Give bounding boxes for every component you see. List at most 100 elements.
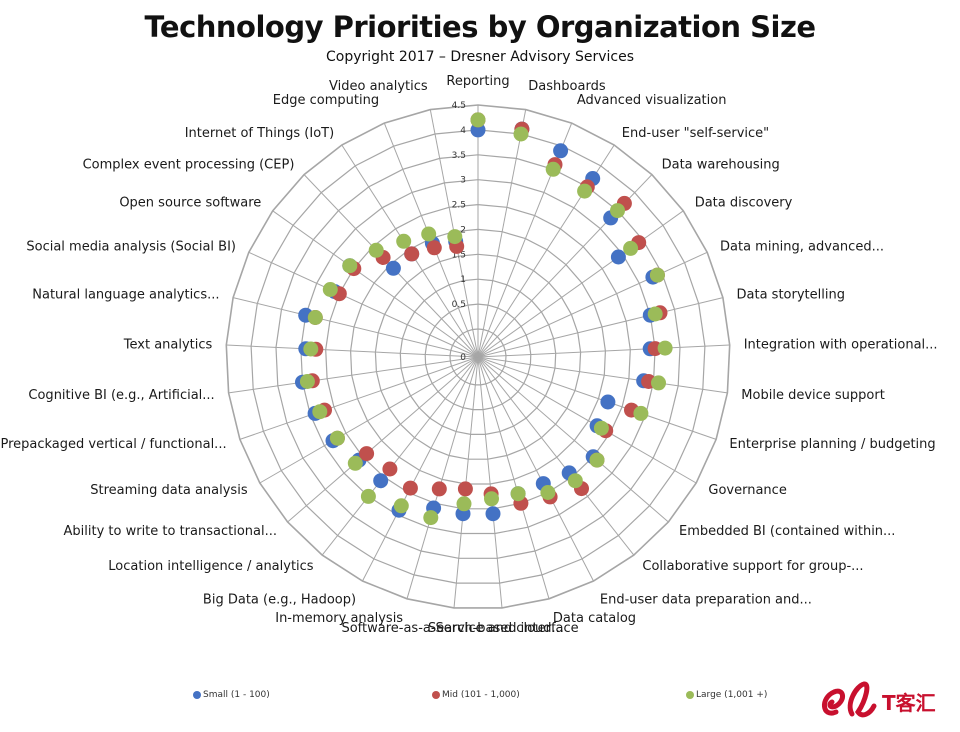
category-label: Embedded BI (contained within... xyxy=(679,524,895,539)
data-point-series-2-cat-28 xyxy=(342,258,358,274)
category-label: Big Data (e.g., Hadoop) xyxy=(203,592,356,607)
grid-ring-8 xyxy=(250,129,706,584)
grid-ring-3 xyxy=(374,253,582,460)
tick-label: 3.5 xyxy=(452,151,466,161)
data-point-series-2-cat-9 xyxy=(651,375,666,391)
data-point-series-2-cat-5 xyxy=(623,240,639,256)
grid-ring-1 xyxy=(424,303,532,411)
category-label: Video analytics xyxy=(329,79,428,94)
data-point-series-2-cat-30 xyxy=(396,233,412,249)
data-point-series-2-cat-29 xyxy=(368,242,384,258)
grid-spoke-9 xyxy=(477,356,728,394)
tick-label: 1.5 xyxy=(452,250,466,260)
data-point-series-1-cat-17 xyxy=(457,481,473,497)
category-label: Advanced visualization xyxy=(577,93,727,108)
grid-ring-4 xyxy=(349,228,607,485)
category-label: Software-as-a-Service and cloud... xyxy=(341,621,563,636)
tick-label: 0 xyxy=(460,353,466,363)
legend-label: Small (1 - 100) xyxy=(203,690,270,700)
category-label: Data discovery xyxy=(695,196,793,211)
category-label: Streaming data analysis xyxy=(90,483,248,498)
watermark-logo: T客汇 xyxy=(822,681,936,718)
data-point-series-2-cat-19 xyxy=(393,498,409,514)
grid-spoke-8 xyxy=(477,344,730,358)
category-label: Cognitive BI (e.g., Artificial... xyxy=(28,388,214,403)
grid-spoke-24 xyxy=(228,356,479,394)
category-label: Social media analysis (Social BI) xyxy=(26,240,236,255)
tick-label: 4 xyxy=(460,126,466,136)
grid-spoke-16 xyxy=(477,356,503,608)
category-label: Open source software xyxy=(119,196,261,211)
data-point-series-1-cat-18 xyxy=(431,481,447,497)
grid-spoke-18 xyxy=(406,356,479,599)
tick-label: 4.5 xyxy=(452,101,466,111)
category-label: Collaborative support for group-... xyxy=(642,559,863,574)
legend-dot-icon xyxy=(432,691,440,699)
data-point-series-2-cat-15 xyxy=(510,486,526,502)
logo-text: T客汇 xyxy=(882,691,936,715)
data-point-series-2-cat-22 xyxy=(329,430,345,446)
data-point-series-1-cat-21 xyxy=(359,446,375,462)
category-label: Location intelligence / analytics xyxy=(108,559,314,574)
category-label: Reporting xyxy=(446,74,509,89)
data-point-series-2-cat-0 xyxy=(470,112,486,128)
legend-dot-icon xyxy=(193,691,201,699)
logo-swirl-1 xyxy=(822,688,845,716)
data-point-series-1-cat-20 xyxy=(382,461,398,477)
category-label: Natural language analytics... xyxy=(32,287,219,302)
tick-label: 2.5 xyxy=(452,201,466,211)
legend-item: Large (1,001 +) xyxy=(686,690,767,700)
data-point-series-2-cat-23 xyxy=(312,404,328,420)
data-point-series-2-cat-13 xyxy=(567,473,583,489)
grid-spoke-10 xyxy=(477,356,717,440)
category-label: Complex event processing (CEP) xyxy=(83,158,295,173)
data-point-series-2-cat-31 xyxy=(421,226,437,242)
data-point-series-2-cat-20 xyxy=(360,488,376,504)
legend-dot-icon xyxy=(686,691,694,699)
grid-spoke-14 xyxy=(477,356,594,582)
tick-label: 2 xyxy=(460,225,466,235)
category-label: Prepackaged vertical / functional... xyxy=(0,437,226,452)
data-point-series-2-cat-16 xyxy=(484,491,499,507)
data-point-series-2-cat-21 xyxy=(347,455,363,471)
grid-spoke-27 xyxy=(248,251,479,358)
data-point-series-0-cat-2 xyxy=(553,143,569,159)
category-label: Mobile device support xyxy=(741,388,885,403)
legend-label: Large (1,001 +) xyxy=(696,690,768,700)
data-point-series-2-cat-10 xyxy=(633,405,649,421)
grid-spoke-26 xyxy=(232,297,479,358)
data-point-series-2-cat-2 xyxy=(545,161,561,177)
category-label: Dashboards xyxy=(528,79,606,94)
data-point-series-2-cat-18 xyxy=(423,510,439,526)
grid-spoke-6 xyxy=(477,251,708,358)
category-label: Internet of Things (IoT) xyxy=(185,126,334,141)
tick-label: 1 xyxy=(460,275,466,285)
category-label: Integration with operational... xyxy=(744,337,938,352)
grid-ring-2 xyxy=(399,278,557,435)
category-label: In-memory analysis xyxy=(275,611,403,626)
category-label: Ability to write to transactional... xyxy=(64,524,278,539)
grid-spoke-25 xyxy=(226,344,479,358)
data-points xyxy=(295,112,673,526)
category-label: Data mining, advanced... xyxy=(720,240,884,255)
grid-ring-0 xyxy=(449,328,507,386)
legend-label: Mid (101 - 1,000) xyxy=(442,690,520,700)
data-point-series-2-cat-26 xyxy=(307,310,323,325)
data-point-series-2-cat-27 xyxy=(322,282,338,297)
category-label: Data storytelling xyxy=(737,287,845,302)
grid-spoke-22 xyxy=(259,356,479,484)
grid-spoke-20 xyxy=(321,356,479,556)
grid-spoke-1 xyxy=(477,109,527,358)
grid-spoke-13 xyxy=(477,356,635,556)
grid-ring-6 xyxy=(300,179,656,535)
grid-ring-9 xyxy=(225,104,731,609)
grid-ring-5 xyxy=(325,203,631,510)
data-point-series-0-cat-29 xyxy=(385,260,401,276)
category-label: End-user "self-service" xyxy=(622,126,769,141)
legend: Small (1 - 100) Mid (101 - 1,000) Large (1… xyxy=(0,690,960,710)
legend-item: Mid (101 - 1,000) xyxy=(432,690,520,700)
grid-spoke-11 xyxy=(477,356,697,484)
data-point-series-2-cat-32 xyxy=(447,229,463,245)
radial-tick-labels: 0 0.5 1 1.5 2 2.5 3 3.5 4 4.5 xyxy=(452,101,467,363)
grid-spoke-23 xyxy=(239,356,479,440)
